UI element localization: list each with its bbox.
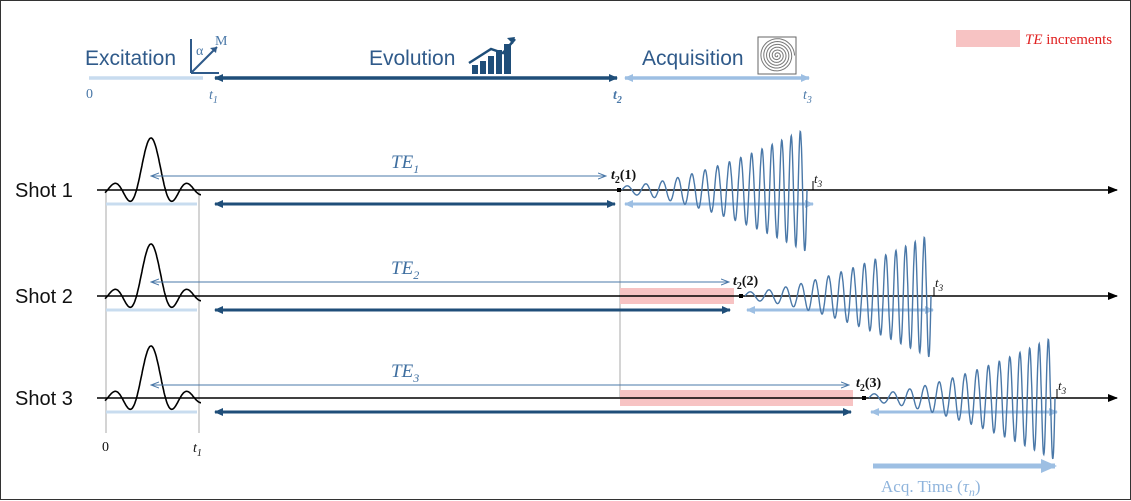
phase-tick-t1: t1: [209, 88, 218, 106]
evolution-label: Evolution: [369, 47, 455, 70]
rf-pulse: [104, 137, 201, 203]
shot-3: Shot 3 TE3 t2(3) t3: [15, 337, 1118, 460]
shot-label: Shot 1: [15, 180, 73, 202]
t2-label: t2(3): [856, 376, 882, 394]
shot-label: Shot 2: [15, 286, 73, 308]
phase-tick-t3: t3: [803, 88, 812, 106]
t2-label: t2(2): [733, 274, 759, 292]
svg-text:α: α: [196, 44, 204, 59]
fid-signal: [868, 337, 1056, 460]
te-label: TE3: [391, 361, 419, 385]
echo-marker: [617, 188, 621, 192]
acq-time-label: Acq. Time (τn): [881, 477, 980, 499]
shot-2: Shot 2 TE2 t2(2) t3: [15, 235, 1118, 358]
svg-text:M: M: [215, 34, 228, 49]
acquisition-label: Acquisition: [642, 47, 744, 70]
legend-swatch: [956, 30, 1020, 47]
phase-tick-t2: t2: [613, 88, 622, 106]
fid-signal: [621, 129, 808, 252]
excitation-label: Excitation: [85, 47, 176, 70]
t3-label: t3: [935, 275, 944, 293]
t2-label: t2(1): [611, 168, 637, 186]
shot-1: Shot 1 TE1 t2(1) t3: [15, 129, 1118, 252]
te-label: TE1: [391, 152, 419, 176]
legend-text: TE increments: [1025, 32, 1112, 48]
t3-label: t3: [814, 171, 823, 189]
echo-marker: [862, 396, 866, 400]
rf-pulse: [104, 243, 201, 309]
echo-marker: [739, 294, 743, 298]
fid-signal: [744, 235, 932, 358]
evolution-icon: [468, 37, 516, 74]
shot-label: Shot 3: [15, 388, 73, 410]
excitation-icon: α M: [190, 34, 228, 74]
t3-label: t3: [1058, 378, 1067, 396]
bottom-tick-t1: t1: [193, 441, 202, 459]
phase-tick-zero: 0: [86, 87, 93, 102]
rf-pulse: [104, 345, 201, 411]
spiral-icon: [757, 36, 797, 75]
bottom-tick-zero: 0: [102, 440, 109, 455]
te-label: TE2: [391, 258, 419, 282]
